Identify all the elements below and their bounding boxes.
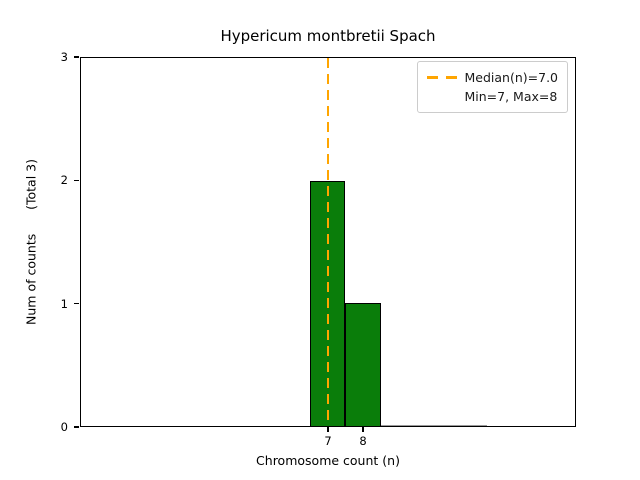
y-axis-label: Num of counts (Total 3): [23, 159, 39, 325]
ytick-mark-0: [73, 426, 79, 428]
orange-dashed-line-icon: [426, 76, 457, 79]
xtick-label-7: 7: [324, 434, 332, 448]
xtick-label-8: 8: [359, 434, 367, 448]
median-line: [326, 58, 330, 426]
ytick-label-1: 1: [60, 296, 68, 311]
x-axis-label: Chromosome count (n): [256, 453, 400, 468]
legend-label-minmax: Min=7, Max=8: [464, 89, 558, 104]
chart-title: Hypericum montbretii Spach: [220, 27, 436, 45]
legend: Median(n)=7.0 Min=7, Max=8: [416, 61, 568, 113]
legend-entry-median: Median(n)=7.0: [426, 68, 559, 87]
xtick-mark-8: [362, 427, 364, 432]
xtick-mark-7: [327, 427, 329, 432]
ytick-mark-3: [73, 56, 79, 58]
ytick-label-2: 2: [60, 173, 68, 188]
legend-entry-minmax: Min=7, Max=8: [427, 87, 559, 106]
bar-n8: [344, 303, 381, 426]
ytick-label-0: 0: [60, 420, 68, 434]
legend-handle-spacer: [427, 95, 457, 98]
zero-count-baseline: [381, 424, 487, 426]
legend-label-median: Median(n)=7.0: [464, 70, 559, 85]
ytick-mark-1: [73, 302, 79, 305]
ytick-label-3: 3: [60, 50, 68, 64]
ytick-mark-2: [73, 179, 79, 182]
plot-area: Median(n)=7.0 Min=7, Max=8: [80, 57, 576, 427]
